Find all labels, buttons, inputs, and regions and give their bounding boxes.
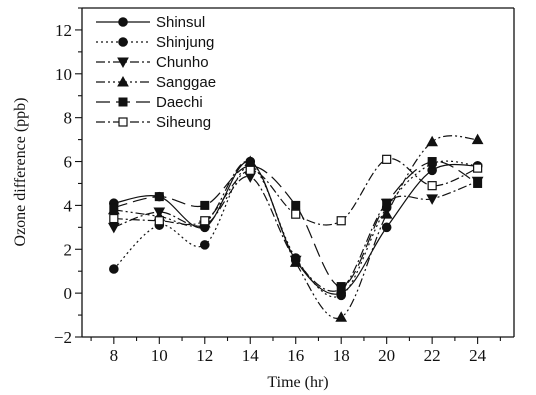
x-tick-label: 22 (424, 346, 441, 365)
y-tick-label: 6 (64, 153, 73, 172)
legend-item: Siheung (96, 114, 211, 131)
legend-marker (118, 17, 128, 27)
series-shinjung (109, 158, 483, 301)
data-point (107, 222, 120, 234)
data-point (289, 256, 302, 267)
data-point (199, 240, 210, 250)
legend-label: Shinjung (156, 34, 214, 51)
legend-label: Shinsul (156, 14, 205, 31)
data-point (426, 194, 438, 205)
y-tick-label: 10 (55, 65, 72, 84)
data-point (382, 154, 392, 164)
data-point (245, 165, 255, 175)
y-tick-label: 8 (64, 109, 73, 128)
data-point (291, 200, 301, 210)
legend-item: Shinjung (96, 34, 214, 51)
legend-marker (117, 75, 129, 87)
x-tick-label: 10 (151, 346, 168, 365)
y-tick-label: 0 (64, 284, 73, 303)
data-point (427, 181, 437, 191)
legend-label: Sanggae (156, 74, 216, 91)
x-axis-title: Time (hr) (267, 374, 328, 391)
x-axis-ticks: 8 10 12 14 16 18 20 22 24 (90, 337, 501, 365)
legend-item: Shinsul (96, 14, 205, 31)
series-sanggae (107, 133, 484, 322)
y-tick-label: −2 (54, 328, 72, 347)
data-point (291, 209, 301, 219)
data-point (200, 200, 210, 210)
series-line (113, 176, 478, 292)
data-point (335, 311, 348, 322)
data-point (471, 133, 484, 145)
series-siheung (109, 154, 483, 226)
legend-item: Sanggae (96, 74, 216, 91)
legend-label: Chunho (156, 54, 209, 71)
legend-label: Daechi (156, 94, 203, 111)
legend-item: Daechi (96, 94, 203, 111)
x-tick-label: 16 (287, 346, 304, 365)
y-axis-ticks: −2 0 2 4 6 8 10 12 (54, 7, 82, 347)
x-tick-label: 24 (469, 346, 487, 365)
data-point (382, 198, 392, 208)
series-line (113, 160, 478, 288)
legend-marker (118, 97, 128, 107)
data-point (154, 192, 164, 202)
y-axis-title: Ozone difference (ppb) (12, 98, 29, 247)
x-tick-label: 12 (196, 346, 213, 365)
series-line (113, 135, 478, 319)
legend-item: Chunho (96, 54, 209, 71)
data-point (200, 216, 210, 226)
data-point (473, 163, 483, 173)
plot-frame (81, 7, 515, 338)
data-point (427, 157, 437, 167)
legend: Shinsul Shinjung Chunho Sanggae Daechi Siheun… (96, 14, 216, 131)
data-point (109, 213, 119, 224)
legend-label: Siheung (156, 114, 211, 131)
data-point (426, 135, 438, 147)
series-shinsul (109, 156, 483, 298)
x-tick-label: 18 (333, 346, 350, 365)
data-point (336, 282, 346, 292)
data-point (109, 264, 119, 274)
y-tick-label: 12 (55, 21, 72, 40)
series-chunho (107, 172, 484, 295)
data-point (473, 178, 483, 188)
data-point (381, 222, 392, 233)
legend-marker (117, 57, 129, 69)
legend-marker (118, 117, 128, 127)
y-tick-label: 2 (64, 240, 73, 259)
data-point (154, 216, 164, 226)
legend-marker (118, 37, 128, 47)
series-daechi (109, 157, 483, 292)
data-point (336, 216, 346, 226)
x-tick-label: 20 (378, 346, 395, 365)
data-point (109, 203, 119, 213)
x-tick-label: 8 (110, 346, 119, 365)
data-point (380, 208, 393, 219)
series-layer (107, 133, 484, 322)
x-tick-label: 14 (242, 346, 260, 365)
y-tick-label: 4 (64, 196, 73, 215)
